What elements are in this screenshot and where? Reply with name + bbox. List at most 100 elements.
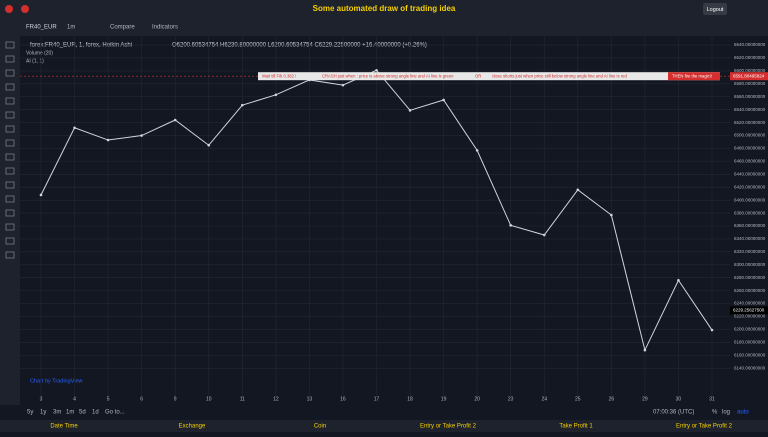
price-point — [677, 278, 680, 282]
x-tick-label: 24 — [541, 396, 547, 402]
tool-icon[interactable] — [5, 223, 15, 231]
price-point — [475, 149, 479, 152]
x-tick-label: 30 — [676, 396, 682, 402]
tool-icon[interactable] — [5, 181, 15, 189]
indicators[interactable]: Indicators — [152, 25, 178, 31]
price-point — [643, 348, 647, 352]
range-button[interactable]: 5d — [79, 410, 86, 416]
symbol[interactable]: FR40_EUR — [26, 25, 57, 31]
tool-icon[interactable] — [5, 167, 15, 175]
y-tick-label: 6240.00000000 — [734, 301, 766, 306]
tool-icon[interactable] — [5, 209, 15, 217]
y-tick-label: 6360.00000000 — [734, 223, 766, 228]
footer-label: Take Profit 1 — [559, 424, 593, 430]
range-button[interactable]: 5y — [27, 410, 33, 416]
price-point — [140, 134, 143, 137]
y-tick-label: 6320.00000000 — [734, 249, 766, 254]
y-tick-label: 6520.00000000 — [734, 120, 766, 125]
price-point — [610, 213, 613, 217]
auto-toggle[interactable]: auto — [737, 410, 749, 416]
range-button[interactable]: 1d — [92, 410, 99, 416]
y-tick-label: 6340.00000000 — [734, 236, 766, 241]
logout-label[interactable]: Logout — [707, 7, 724, 13]
banner — [258, 72, 720, 81]
x-tick-label: 23 — [508, 396, 514, 402]
price-point — [710, 328, 714, 332]
x-tick-label: 16 — [340, 396, 346, 402]
range-button[interactable]: Go to... — [105, 410, 125, 416]
price-point — [207, 143, 211, 147]
x-tick-label: 5 — [107, 396, 110, 402]
banner-text: close shorts just when price still below… — [492, 73, 627, 78]
y-tick-label: 6260.00000000 — [734, 288, 766, 293]
y-tick-label: 6280.00000000 — [734, 275, 766, 280]
tool-icon[interactable] — [5, 125, 15, 133]
y-tick-label: 6560.00000000 — [734, 94, 766, 99]
footer-label: Exchange — [179, 424, 206, 430]
price-point — [509, 224, 512, 227]
x-tick-label: 12 — [273, 396, 279, 402]
icon[interactable] — [5, 5, 13, 13]
legend-ai: AI (1, 1) — [26, 58, 44, 64]
watermark: Chart by TradingView — [30, 378, 83, 384]
y-tick-label: 6580.00000000 — [734, 81, 766, 86]
tool-icon[interactable] — [5, 111, 15, 119]
price-point — [576, 188, 580, 192]
x-tick-label: 13 — [307, 396, 313, 402]
icon[interactable] — [21, 5, 29, 13]
clock: 07:00:36 (UTC) — [653, 410, 694, 416]
range-button[interactable]: 1y — [40, 410, 46, 416]
price-point — [241, 103, 244, 107]
logout-button[interactable] — [703, 3, 727, 15]
range-button[interactable]: 3m — [53, 410, 61, 416]
price-point — [341, 83, 345, 87]
x-tick-label: 9 — [174, 396, 177, 402]
x-tick-label: 17 — [374, 396, 380, 402]
footer-label: Coin — [314, 424, 326, 430]
price-point — [375, 68, 378, 72]
x-tick-label: 25 — [575, 396, 581, 402]
tool-icon[interactable] — [5, 251, 15, 259]
y-tick-label: 6440.00000000 — [734, 171, 766, 176]
app-title: Some automated draw of trading idea — [313, 4, 456, 13]
banner-highlight — [668, 72, 720, 81]
tool-icon[interactable] — [5, 83, 15, 91]
banner-text: CRASH just when : price is above strong … — [322, 73, 454, 78]
footer-label: Entry or Take Profit 2 — [676, 424, 733, 430]
tool-icon[interactable] — [5, 139, 15, 147]
y-tick-label: 6200.00000000 — [734, 327, 766, 332]
current-price-tag — [730, 306, 768, 315]
y-tick-label: 6640.00000000 — [734, 42, 766, 47]
tool-icon[interactable] — [5, 41, 15, 49]
banner-price-tag — [730, 72, 768, 81]
tool-icon[interactable] — [5, 237, 15, 245]
price-point — [442, 98, 445, 102]
log-toggle[interactable]: log — [722, 410, 730, 416]
interval[interactable]: 1m — [67, 25, 75, 31]
tool-icon[interactable] — [5, 55, 15, 63]
footer — [0, 420, 768, 432]
y-tick-label: 6600.00000000 — [734, 68, 766, 73]
legend-ohlc: O6200.60534754 H6230.80000000 L6200.6053… — [172, 43, 427, 49]
footer-label: Date Time — [50, 424, 78, 430]
x-tick-label: 19 — [441, 396, 447, 402]
y-tick-label: 6180.00000000 — [734, 340, 766, 345]
tool-icon[interactable] — [5, 97, 15, 105]
range-bar — [0, 405, 768, 420]
tool-icon[interactable] — [5, 153, 15, 161]
banner-text: THEN fire the magic!! — [672, 73, 712, 78]
x-tick-label: 4 — [73, 396, 76, 402]
current-price: 6229.25627500 — [733, 308, 765, 313]
tool-icon[interactable] — [5, 195, 15, 203]
banner-text: Wait till Fib 0.382 ! — [262, 73, 296, 78]
x-tick-label: 20 — [474, 396, 480, 402]
y-tick-label: 6400.00000000 — [734, 197, 766, 202]
range-button[interactable]: 1m — [66, 410, 74, 416]
x-tick-label: 31 — [709, 396, 715, 402]
percent-toggle[interactable]: % — [712, 410, 718, 416]
price-point — [408, 109, 412, 112]
compare[interactable]: Compare — [110, 25, 135, 31]
x-tick-label: 26 — [609, 396, 615, 402]
tool-icon[interactable] — [5, 69, 15, 77]
